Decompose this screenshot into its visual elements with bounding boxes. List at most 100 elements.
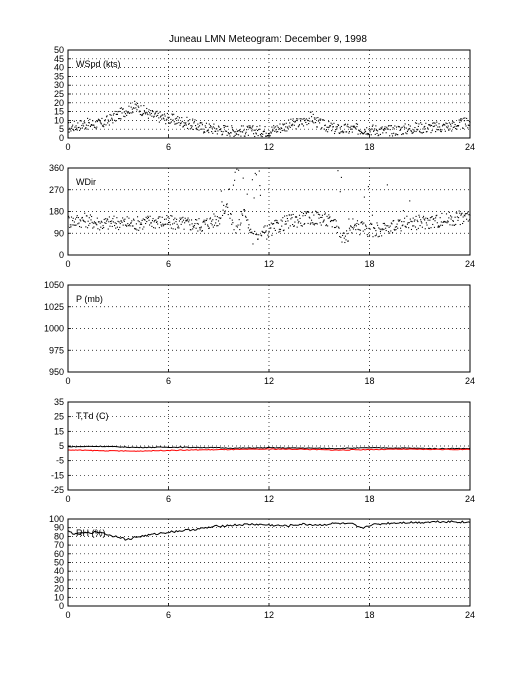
- wspd-point: [161, 118, 163, 120]
- wspd-point: [225, 125, 227, 128]
- wspd-point: [159, 111, 161, 113]
- wspd-point: [221, 133, 224, 135]
- wdir-point: [229, 217, 231, 219]
- wdir-point: [80, 226, 82, 228]
- wspd-point: [348, 132, 350, 134]
- wspd-point: [363, 133, 365, 135]
- wspd-point: [420, 132, 422, 134]
- wdir-point: [468, 214, 470, 216]
- wdir-point: [438, 226, 440, 228]
- wspd-point: [397, 125, 399, 127]
- wdir-point: [280, 219, 282, 221]
- wdir-point: [155, 219, 157, 221]
- wspd-point: [353, 125, 355, 127]
- wdir-point: [422, 215, 425, 217]
- wdir-point: [101, 221, 103, 223]
- wspd-point: [421, 132, 423, 134]
- wdir-point: [227, 206, 229, 208]
- wspd-point: [97, 119, 99, 122]
- wspd-point: [388, 125, 390, 127]
- wdir-point: [193, 225, 195, 227]
- wspd-point: [77, 127, 79, 129]
- wspd-point: [360, 132, 363, 134]
- wdir-point: [153, 221, 155, 223]
- wspd-point: [256, 125, 258, 128]
- wdir-point: [134, 228, 136, 230]
- wdir-point: [254, 172, 256, 174]
- wspd-point: [453, 121, 455, 124]
- wspd-point: [407, 129, 409, 131]
- wspd-point: [333, 132, 336, 135]
- wdir-point: [74, 218, 77, 220]
- wspd-point: [95, 121, 97, 123]
- wspd-point: [434, 122, 436, 124]
- wdir-point: [459, 212, 461, 214]
- wdir-point: [270, 227, 272, 229]
- wspd-point: [356, 126, 358, 128]
- wspd-point: [222, 131, 224, 133]
- wdir-point: [219, 217, 221, 220]
- wspd-point: [150, 112, 152, 115]
- wdir-point: [443, 221, 445, 223]
- wspd-point: [159, 116, 162, 118]
- wdir-point: [77, 217, 79, 219]
- wdir-point: [349, 229, 351, 231]
- wdir-point: [111, 220, 113, 222]
- wspd-point: [398, 126, 400, 128]
- wdir-point: [383, 228, 385, 230]
- wspd-point: [316, 126, 318, 128]
- wdir-point: [420, 221, 422, 223]
- wdir-point: [115, 227, 117, 229]
- wdir-point: [151, 220, 154, 222]
- wdir-point: [182, 219, 185, 221]
- wspd-point: [203, 130, 205, 133]
- wspd-point: [285, 122, 287, 124]
- wspd-point: [325, 130, 327, 132]
- wspd-point: [131, 108, 133, 110]
- wspd-point: [378, 128, 380, 130]
- wspd-point: [467, 127, 469, 129]
- wspd-point: [244, 133, 247, 135]
- wdir-point: [339, 191, 341, 193]
- wspd-point: [273, 125, 275, 127]
- wspd-point: [236, 133, 238, 136]
- wspd-point: [271, 130, 274, 132]
- wspd-point: [240, 135, 242, 137]
- wdir-point: [306, 211, 308, 213]
- wspd-point: [275, 129, 277, 131]
- wspd-point: [332, 126, 334, 128]
- wdir-point: [449, 215, 452, 217]
- wspd-point: [194, 119, 196, 121]
- wdir-point: [382, 222, 384, 225]
- wspd-point: [424, 125, 426, 128]
- wdir-point: [302, 212, 305, 215]
- wdir-point: [101, 227, 104, 230]
- wdir-point: [436, 214, 438, 216]
- wdir-point: [159, 216, 161, 218]
- wdir-point: [356, 220, 359, 222]
- wdir-point: [432, 223, 434, 226]
- wspd-point: [199, 122, 201, 124]
- wdir-point: [251, 179, 253, 181]
- wdir-xtick-label: 6: [166, 259, 171, 269]
- wdir-point: [128, 224, 131, 226]
- wspd-point: [429, 124, 431, 126]
- wspd-point: [74, 126, 76, 128]
- wspd-point: [404, 127, 406, 129]
- wspd-point: [441, 129, 443, 131]
- wspd-point: [140, 105, 142, 107]
- wspd-point: [413, 130, 415, 132]
- wdir-point: [368, 227, 370, 229]
- wdir-point: [321, 216, 323, 219]
- wspd-point: [450, 125, 452, 127]
- wdir-point: [441, 212, 443, 215]
- wdir-point: [435, 217, 437, 219]
- wspd-point: [197, 123, 199, 125]
- wdir-point: [186, 220, 188, 222]
- wspd-point: [152, 111, 154, 113]
- wdir-point: [313, 224, 315, 226]
- wdir-point: [196, 219, 198, 221]
- wdir-point: [99, 229, 101, 231]
- wspd-point: [344, 123, 346, 125]
- wdir-point: [215, 222, 217, 224]
